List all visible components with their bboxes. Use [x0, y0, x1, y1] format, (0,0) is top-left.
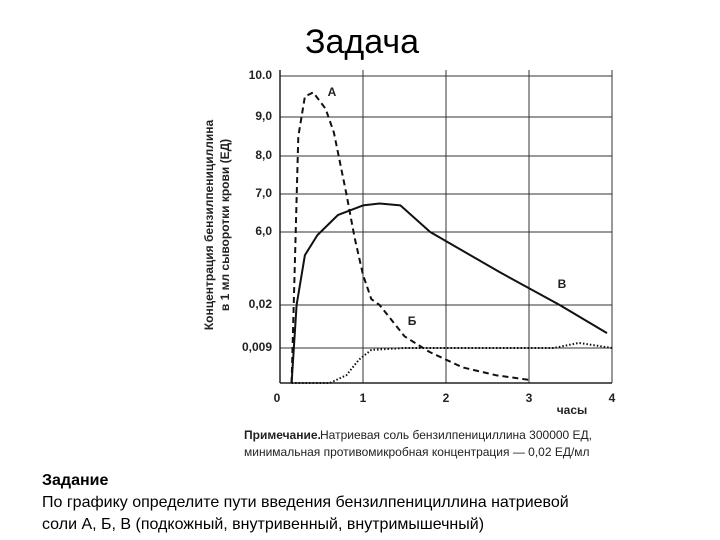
curve-label: А: [328, 85, 337, 99]
task: Задание По графику определите пути введе…: [42, 470, 569, 536]
task-heading: Задание: [42, 472, 109, 489]
curve: [290, 202, 608, 384]
chart: Задача Концентрация бензилпенициллина в …: [202, 23, 616, 459]
y-axis-label: Концентрация бензилпенициллина: [202, 120, 216, 331]
y-tick-label: 9,0: [255, 109, 272, 123]
y-tick-label: 8,0: [255, 148, 272, 162]
note: минимальная противомикробная концентраци…: [244, 445, 590, 459]
curve-label: В: [558, 277, 567, 291]
x-tick-label: 1: [360, 391, 367, 405]
note-label: Примечание.: [244, 428, 321, 442]
curve: [291, 341, 613, 384]
task-text: По графику определите пути введения бенз…: [42, 494, 569, 511]
curve-label: Б: [408, 314, 417, 328]
y-tick-label: 0,009: [242, 340, 272, 354]
note: Натриевая соль бензилпенициллина 300000 …: [320, 428, 592, 442]
y-tick-label: 6,0: [255, 224, 272, 238]
y-tick-label: 0,02: [249, 297, 273, 311]
y-tick-label: 10.0: [249, 68, 273, 82]
y-tick-label: 7,0: [255, 186, 272, 200]
task-text: соли А, Б, В (подкожный, внутривенный, в…: [42, 516, 485, 533]
slide-title: Задача: [305, 23, 419, 61]
x-tick-label: 4: [609, 391, 616, 405]
x-tick-label: 3: [526, 391, 533, 405]
x-axis-label: часы: [557, 403, 588, 417]
curve: [290, 91, 530, 384]
y-axis-label: в 1 мл сыворотки крови (ЕД): [218, 139, 232, 311]
x-tick-label: 0: [274, 391, 281, 405]
x-tick-label: 2: [443, 391, 450, 405]
